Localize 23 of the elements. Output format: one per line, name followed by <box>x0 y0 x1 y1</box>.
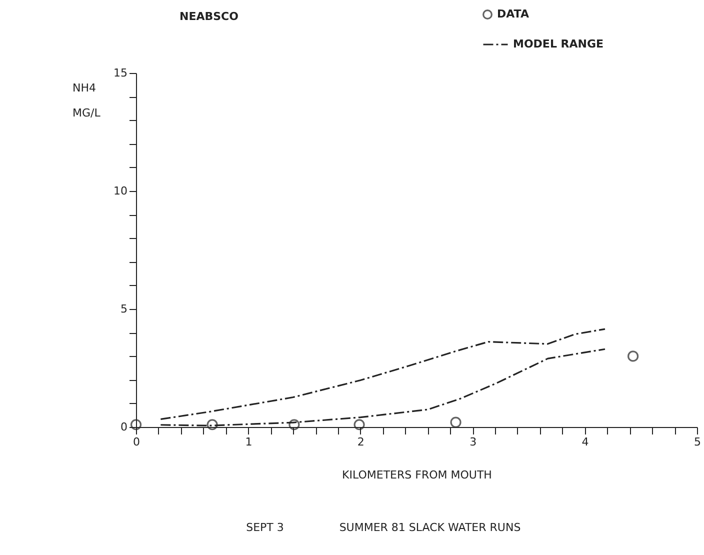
legend-label: MODEL RANGE <box>513 38 604 50</box>
y-axis-title: NH4 MG/L <box>72 82 102 120</box>
chart-title: NEABSCO <box>180 10 238 23</box>
x-axis-title: KILOMETERS FROM MOUTH <box>342 468 492 482</box>
point <box>628 350 639 362</box>
x-tick-label: 5 <box>694 436 701 448</box>
legend-label: DATA <box>497 8 530 20</box>
x-tick-label: 1 <box>245 436 252 448</box>
y-tick-label: 0 <box>120 420 128 434</box>
y-tick-label: 10 <box>114 184 128 198</box>
x-tick-label: 0 <box>133 436 140 448</box>
point <box>354 419 365 430</box>
y-tick-label: 15 <box>114 66 128 80</box>
text: SEPT 3 <box>246 521 284 534</box>
y-tick-label: 5 <box>120 302 128 316</box>
x-tick-label: 4 <box>582 436 589 448</box>
point <box>450 416 462 428</box>
x-tick-label: 3 <box>470 436 477 448</box>
line-series <box>160 328 606 420</box>
text: SUMMER 81 SLACK WATER RUNS <box>339 521 521 534</box>
point <box>206 419 218 430</box>
point <box>288 419 300 430</box>
x-tick-label: 2 <box>357 436 364 448</box>
